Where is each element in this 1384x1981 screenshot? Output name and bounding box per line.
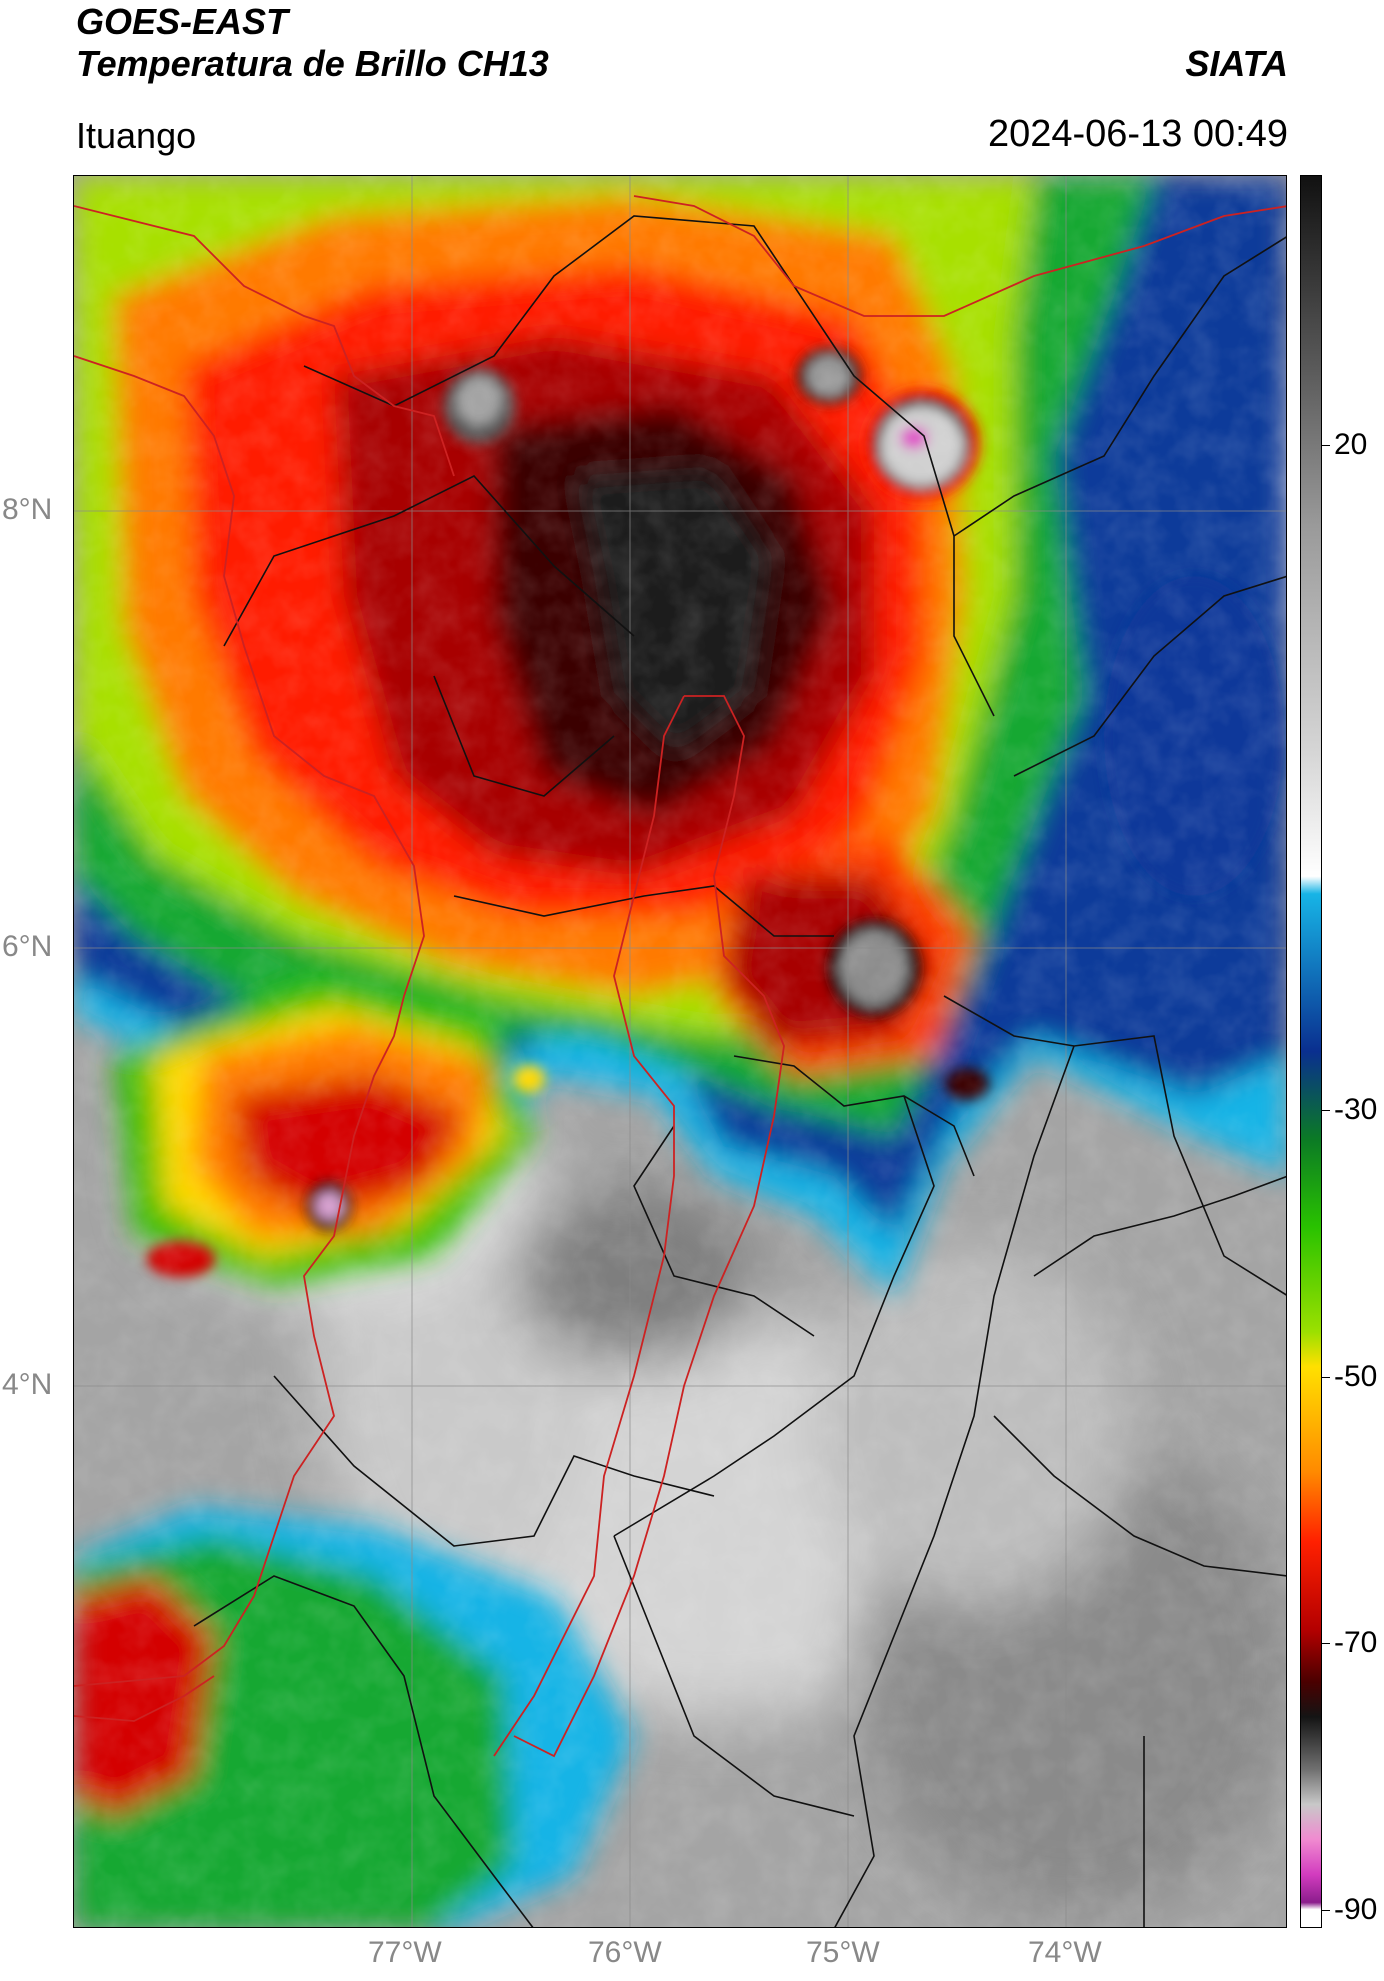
timestamp-label: 2024-06-13 00:49 xyxy=(987,113,1288,155)
colorbar-label-minus90: -90 xyxy=(1334,1893,1378,1926)
lon-label-76w: 76°W xyxy=(588,1936,662,1969)
colorbar-label-minus50: -50 xyxy=(1334,1360,1378,1393)
agency-label: SIATA xyxy=(1185,43,1288,84)
lon-label-74w: 74°W xyxy=(1028,1936,1102,1969)
departmental-borders xyxy=(193,215,1286,1927)
lat-label-6n: 6°N xyxy=(2,930,53,963)
lon-label-77w: 77°W xyxy=(368,1936,442,1969)
colorbar-label-20: 20 xyxy=(1334,428,1368,461)
colorbar-tick-minus70 xyxy=(1322,1643,1330,1644)
satellite-title: GOES-EAST xyxy=(76,1,289,42)
lat-label-8n: 8°N xyxy=(2,493,53,526)
colorbar-label-minus30: -30 xyxy=(1334,1093,1378,1126)
temperature-colorbar xyxy=(1300,175,1322,1928)
colorbar-tick-minus90 xyxy=(1322,1910,1330,1911)
region-label: Ituango xyxy=(76,115,197,156)
lat-label-4n: 4°N xyxy=(2,1368,53,1401)
product-title: Temperatura de Brillo CH13 xyxy=(76,43,549,84)
national-borders xyxy=(74,195,1286,1758)
colorbar-label-minus70: -70 xyxy=(1334,1626,1378,1659)
colorbar-tick-20 xyxy=(1322,445,1330,446)
colorbar-tick-minus50 xyxy=(1322,1377,1330,1378)
brightness-temperature-map[interactable] xyxy=(73,175,1287,1928)
graticule xyxy=(74,176,1286,1927)
lon-label-75w: 75°W xyxy=(806,1936,880,1969)
colorbar-tick-minus30 xyxy=(1322,1110,1330,1111)
